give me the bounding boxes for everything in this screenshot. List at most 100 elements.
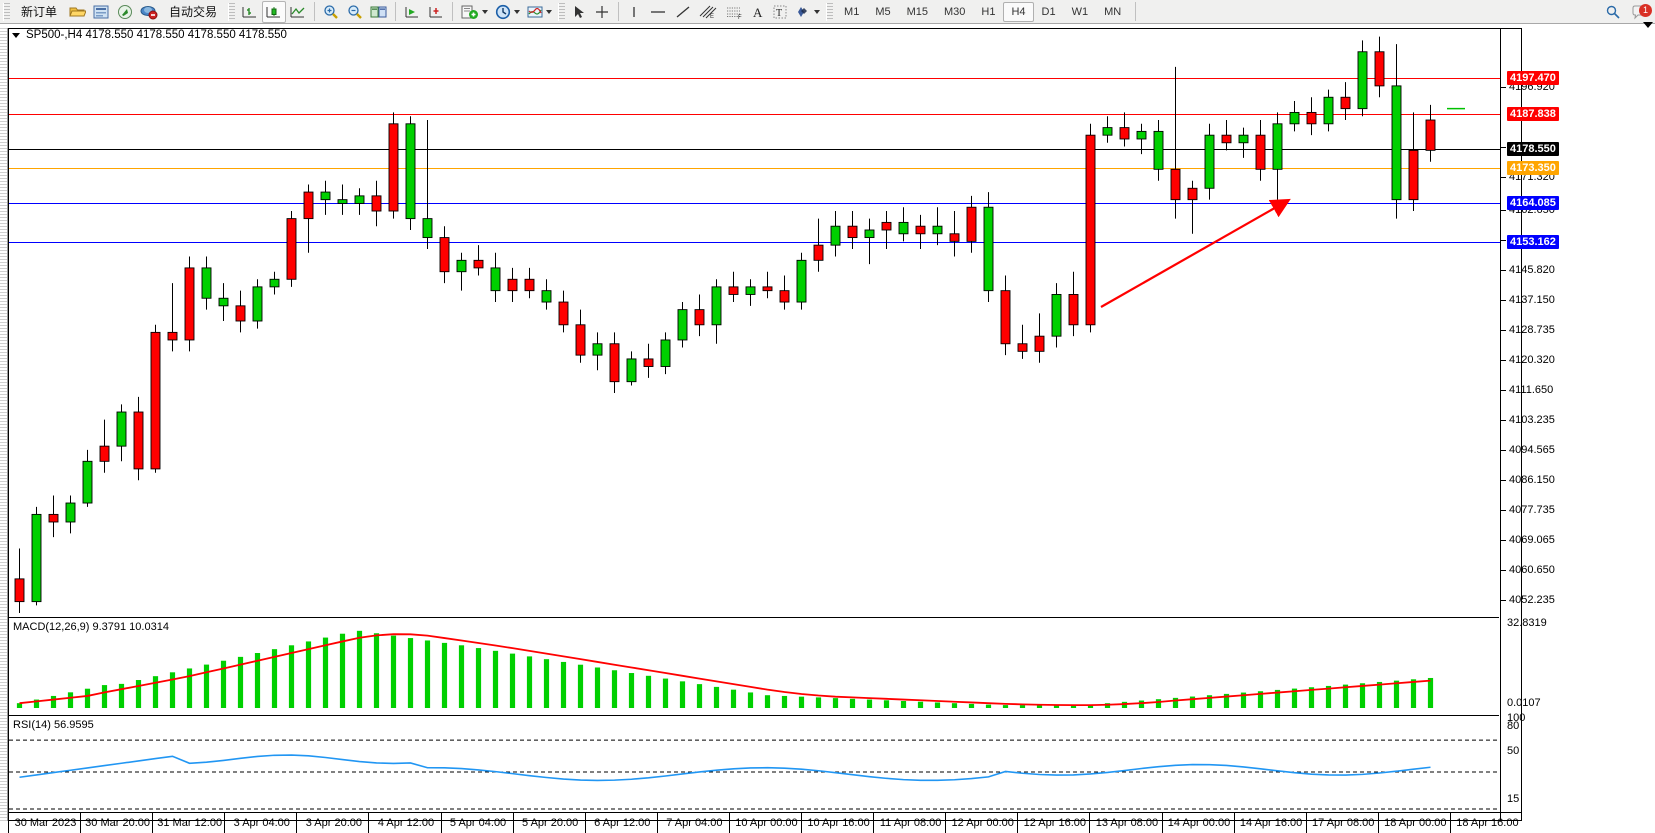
bar-chart-icon[interactable] (238, 1, 262, 23)
price-level-label-resistance[interactable]: 4187.838 (1507, 107, 1559, 121)
vline-icon[interactable] (623, 1, 645, 23)
price-level-label-support[interactable]: 4153.162 (1507, 235, 1559, 249)
price-level-label-pivot[interactable]: 4173.350 (1507, 161, 1559, 175)
autotrading-button[interactable]: 自动交易 (161, 1, 225, 23)
chevron-down-icon[interactable] (482, 9, 489, 14)
chart-left-grip[interactable] (0, 28, 8, 821)
time-axis-label: 30 Mar 20:00 (85, 817, 150, 829)
autotrading-icon[interactable] (137, 1, 161, 23)
rsi-label: RSI(14) 56.9595 (13, 719, 94, 731)
price-tick: 4145.820 (1501, 264, 1555, 276)
price-tick-label: 4077.735 (1509, 504, 1555, 516)
price-pane[interactable] (9, 29, 1499, 613)
chevron-down-icon-3[interactable] (546, 9, 553, 14)
cursor-icon[interactable] (568, 1, 590, 23)
timeframe-m5[interactable]: M5 (875, 5, 891, 18)
macd-axis-label: 32.8319 (1507, 617, 1547, 629)
plot-border (8, 28, 1522, 821)
rsi-axis-label: 100 (1507, 712, 1526, 724)
period-icon[interactable] (491, 1, 523, 23)
time-axis-separator (584, 813, 586, 833)
candlestick-icon[interactable] (262, 0, 287, 23)
price-tick: 4128.735 (1501, 324, 1555, 336)
text-icon[interactable]: A (747, 1, 769, 23)
level-line-bid[interactable] (9, 149, 1500, 150)
navigator-icon[interactable] (113, 1, 137, 23)
auto-scroll-icon[interactable] (424, 1, 448, 23)
folder-icon[interactable] (65, 1, 89, 23)
chart-scroll-marker[interactable] (1643, 22, 1653, 28)
time-axis-label: 4 Apr 12:00 (377, 817, 435, 829)
timeframe-h4[interactable]: H4 (1003, 1, 1034, 22)
time-axis-separator (1233, 813, 1235, 833)
zoom-in-icon[interactable] (319, 1, 343, 23)
price-tick-label: 4137.150 (1509, 294, 1555, 306)
timeframe-m15[interactable]: M15 (906, 5, 928, 18)
price-tick: 4137.150 (1501, 294, 1555, 306)
svg-text:A: A (753, 5, 763, 20)
toolbar-grip-3[interactable] (558, 2, 566, 21)
indicators-icon[interactable] (457, 1, 491, 23)
shift-end-icon[interactable] (400, 1, 424, 23)
toolbar-separator-4 (618, 2, 620, 21)
time-axis-label: 7 Apr 04:00 (666, 817, 723, 829)
templates-icon[interactable] (523, 1, 555, 23)
fibonacci-icon[interactable]: F (721, 1, 747, 23)
toolbar-grip-2[interactable] (228, 2, 236, 21)
timeframe-m30[interactable]: M30 (944, 5, 966, 18)
trendline-icon[interactable] (671, 1, 695, 23)
time-axis-separator (512, 813, 514, 833)
level-line-pivot[interactable] (9, 168, 1500, 169)
time-axis-label: 18 Apr 16:00 (1456, 817, 1519, 829)
level-line-support-2[interactable] (9, 242, 1500, 243)
price-level-label-support[interactable]: 4164.085 (1507, 196, 1559, 210)
chevron-down-icon-4[interactable] (814, 9, 821, 14)
timeframe-h1[interactable]: H1 (981, 5, 996, 18)
zoom-out-icon[interactable] (343, 1, 367, 23)
shapes-icon[interactable] (791, 1, 823, 23)
macd-pane[interactable]: MACD(12,26,9) 9.3791 10.0314 (9, 617, 1499, 714)
chevron-down-icon-2[interactable] (514, 9, 521, 14)
level-line-resistance-1[interactable] (9, 78, 1500, 79)
crosshair-icon[interactable] (590, 1, 614, 23)
timeframe-w1[interactable]: W1 (1071, 5, 1089, 18)
hline-icon[interactable] (645, 1, 671, 23)
time-axis-label: 14 Apr 00:00 (1167, 817, 1231, 829)
tile-windows-icon[interactable] (367, 1, 391, 23)
toolbar-grip-4[interactable] (826, 2, 834, 21)
alerts-icon[interactable]: 1 (1631, 4, 1652, 20)
time-axis-label: 3 Apr 04:00 (233, 817, 290, 829)
toolbar-separator (314, 2, 316, 21)
price-level-label-bid[interactable]: 4178.550 (1507, 142, 1559, 156)
equidistant-channel-icon[interactable]: E (695, 1, 721, 23)
time-axis-separator (728, 813, 730, 833)
time-axis-separator (8, 813, 9, 833)
svg-text:E: E (710, 14, 714, 20)
time-axis[interactable]: 30 Mar 2023 30 Mar 20:00 31 Mar 12:00 3 Apr… (8, 812, 1522, 833)
label-icon[interactable]: T (769, 1, 791, 23)
timeframe-m1[interactable]: M1 (844, 5, 860, 18)
macd-axis-label: 0.0107 (1507, 697, 1541, 709)
level-line-support-1[interactable] (9, 203, 1500, 204)
price-tick: 4094.565 (1501, 444, 1555, 456)
terminal-icon[interactable] (89, 1, 113, 23)
chart-area[interactable]: SP500-,H4 4178.550 4178.550 4178.550 417… (0, 22, 1655, 833)
page-title: SP500-,H4 4178.550 4178.550 4178.550 417… (26, 29, 287, 41)
price-axis[interactable]: 4196.9204179.7354171.3204162.6504154.235… (1500, 28, 1655, 821)
price-tick-label: 4060.650 (1509, 564, 1555, 576)
time-axis-label: 30 Mar 2023 (14, 817, 77, 829)
price-tick-label: 4052.235 (1509, 594, 1555, 606)
timeframe-d1[interactable]: D1 (1041, 5, 1056, 18)
price-tick: 4111.650 (1501, 384, 1553, 396)
timeframe-mn[interactable]: MN (1104, 5, 1122, 18)
alert-count-badge: 1 (1639, 4, 1652, 17)
price-level-label-resistance[interactable]: 4197.470 (1507, 71, 1559, 85)
level-line-resistance-2[interactable] (9, 114, 1500, 115)
chart-collapse-icon[interactable] (12, 32, 20, 38)
toolbar-grip[interactable] (3, 2, 10, 21)
line-chart-icon[interactable] (286, 1, 310, 23)
search-icon[interactable] (1605, 4, 1621, 20)
new-order-button[interactable]: 新订单 (13, 1, 65, 23)
rsi-pane[interactable]: RSI(14) 56.9595 (9, 715, 1499, 812)
price-tick-label: 4128.735 (1509, 324, 1555, 336)
